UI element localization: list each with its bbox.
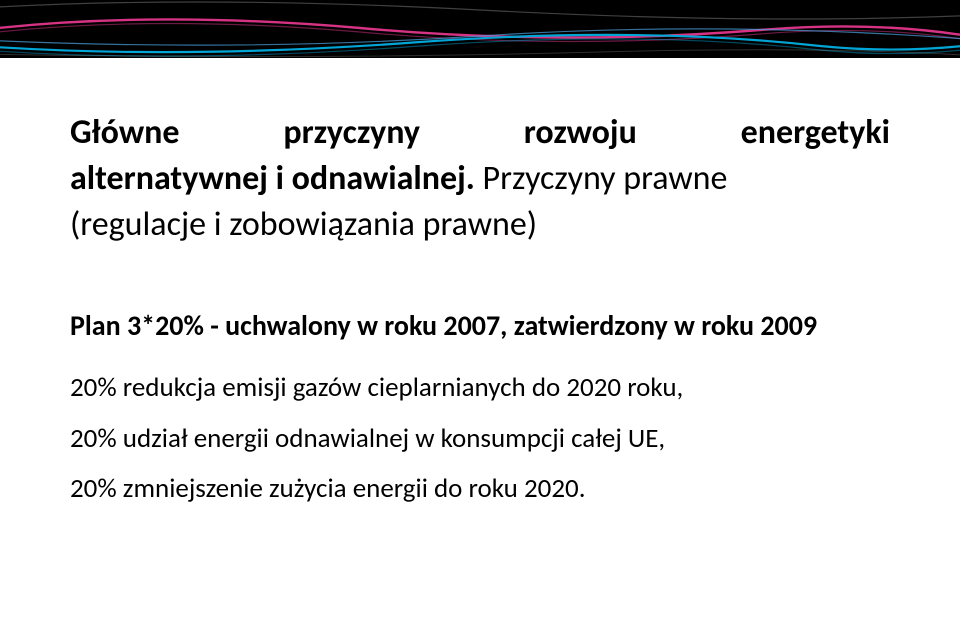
subheading: Plan 3*20% - uchwalony w roku 2007, zatw… <box>70 308 890 344</box>
title-line-1: Główne przyczyny rozwoju energetyki <box>70 110 890 156</box>
bullet-item: 20% redukcja emisji gazów cieplarnianych… <box>70 370 890 406</box>
header-strip <box>0 0 960 58</box>
slide-content: Główne przyczyny rozwoju energetyki alte… <box>70 110 890 521</box>
title-line-3: (regulacje i zobowiązania prawne) <box>70 202 890 248</box>
title-line-2-rest: Przyczyny prawne <box>475 158 728 199</box>
title-line-2: alternatywnej i odnawialnej. Przyczyny p… <box>70 156 890 202</box>
bullet-list: 20% redukcja emisji gazów cieplarnianych… <box>70 370 890 507</box>
title-line-2-prefix: alternatywnej i odnawialnej. <box>70 158 475 199</box>
header-waves <box>0 0 960 58</box>
bullet-item: 20% zmniejszenie zużycia energii do roku… <box>70 471 890 507</box>
bullet-item: 20% udział energii odnawialnej w konsump… <box>70 421 890 457</box>
slide-title: Główne przyczyny rozwoju energetyki alte… <box>70 110 890 248</box>
